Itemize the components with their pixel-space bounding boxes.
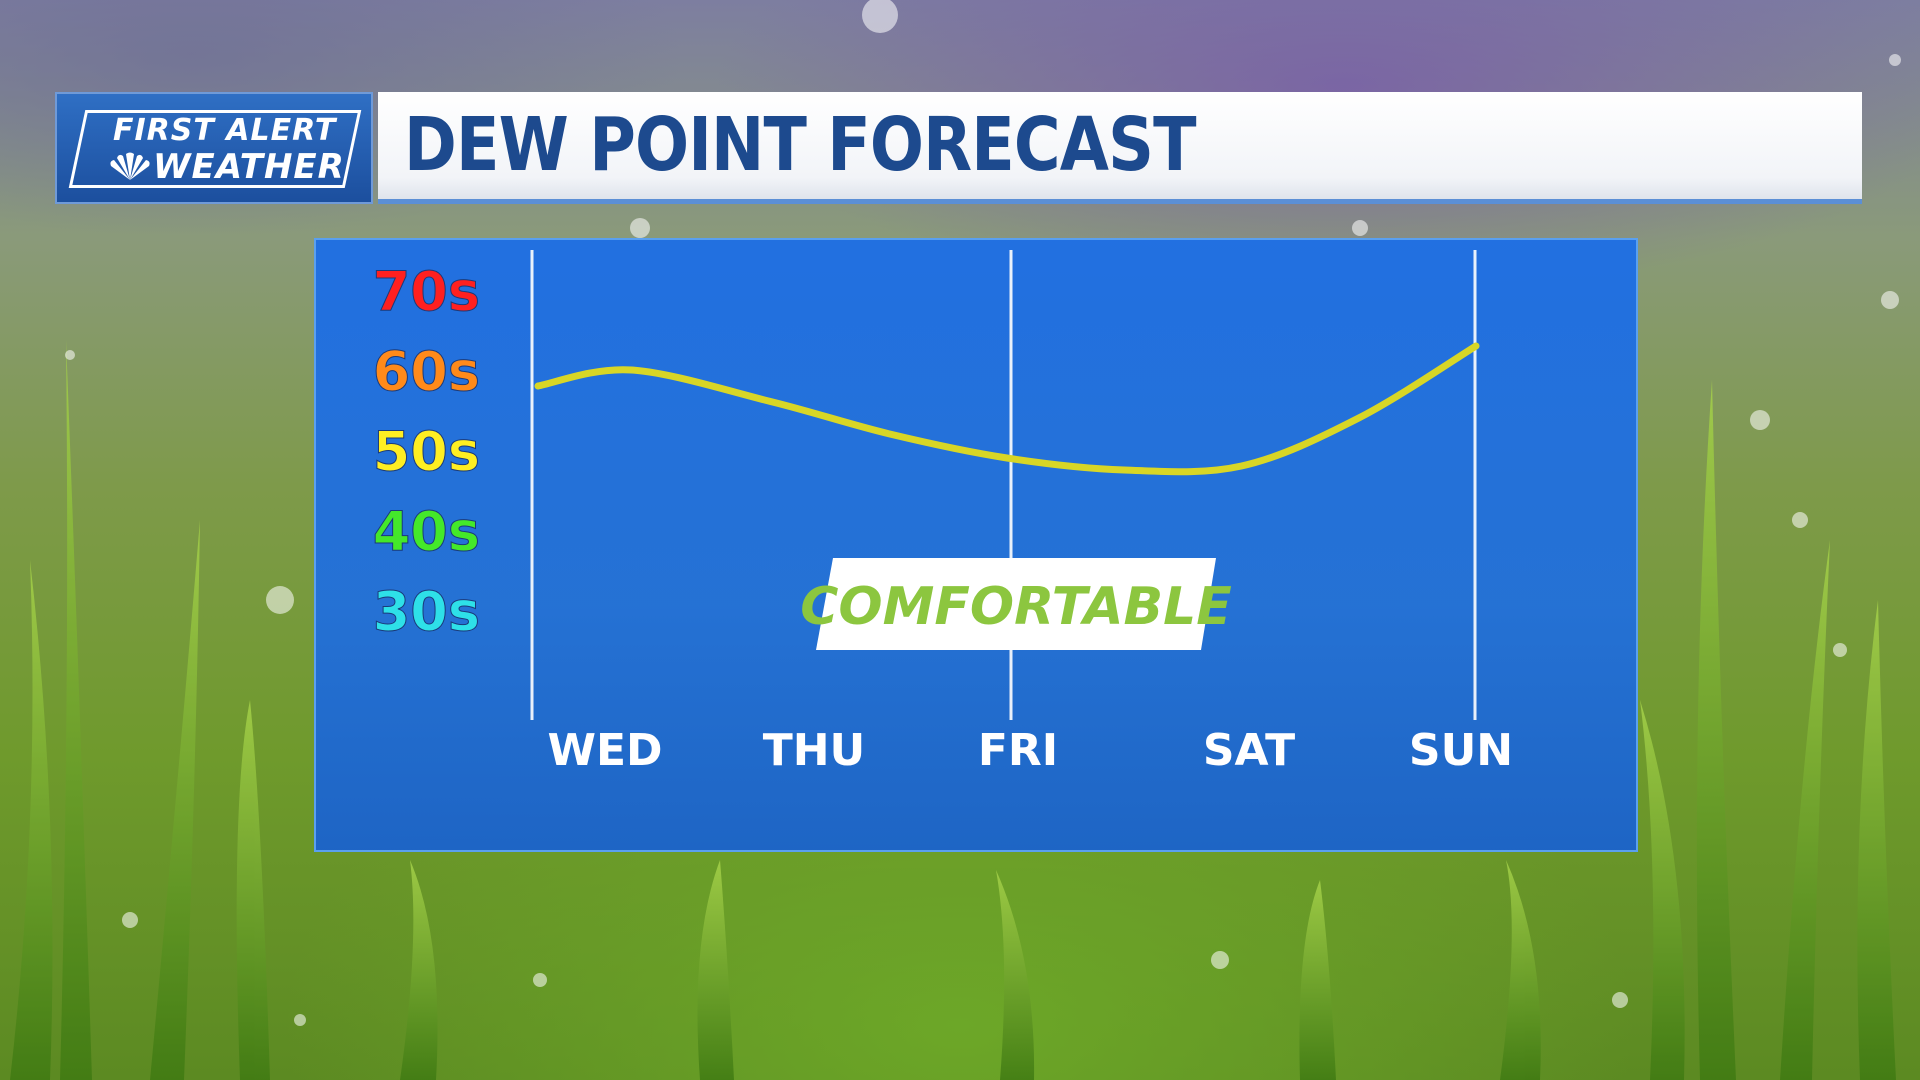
- logo-line-1: FIRST ALERT: [113, 113, 337, 148]
- x-label-fri: FRI: [978, 725, 1058, 776]
- comfortable-label-background: [816, 558, 1216, 650]
- logo-line-2: WEATHER: [153, 147, 345, 187]
- y-axis-labels: 70s 60s 50s 40s 30s: [372, 260, 480, 644]
- y-label-40s: 40s: [373, 500, 480, 563]
- chart-panel: 70s 60s 50s 40s 30s WED THU FRI SAT SUN COMFORTA…: [314, 238, 1638, 852]
- peacock-icon: [110, 152, 150, 180]
- x-axis-labels: WED THU FRI SAT SUN: [547, 725, 1513, 776]
- dew-point-chart: 70s 60s 50s 40s 30s WED THU FRI SAT SUN COMFORTA…: [372, 250, 1513, 776]
- x-label-thu: THU: [763, 725, 866, 776]
- y-label-50s: 50s: [373, 420, 480, 483]
- comfortable-label: COMFORTABLE: [800, 577, 1232, 637]
- title-bar: DEW POINT FORECAST: [378, 92, 1862, 204]
- y-label-60s: 60s: [373, 340, 480, 403]
- x-label-wed: WED: [547, 725, 662, 776]
- dew-point-curve: [534, 342, 1480, 476]
- page-title: DEW POINT FORECAST: [404, 102, 1197, 188]
- comfortable-callout: COMFORTABLE: [800, 558, 1232, 650]
- y-label-30s: 30s: [373, 580, 480, 643]
- first-alert-weather-logo: FIRST ALERT WEATHER: [55, 92, 373, 204]
- x-label-sun: SUN: [1409, 725, 1513, 776]
- y-label-70s: 70s: [373, 260, 480, 323]
- x-label-sat: SAT: [1203, 725, 1295, 776]
